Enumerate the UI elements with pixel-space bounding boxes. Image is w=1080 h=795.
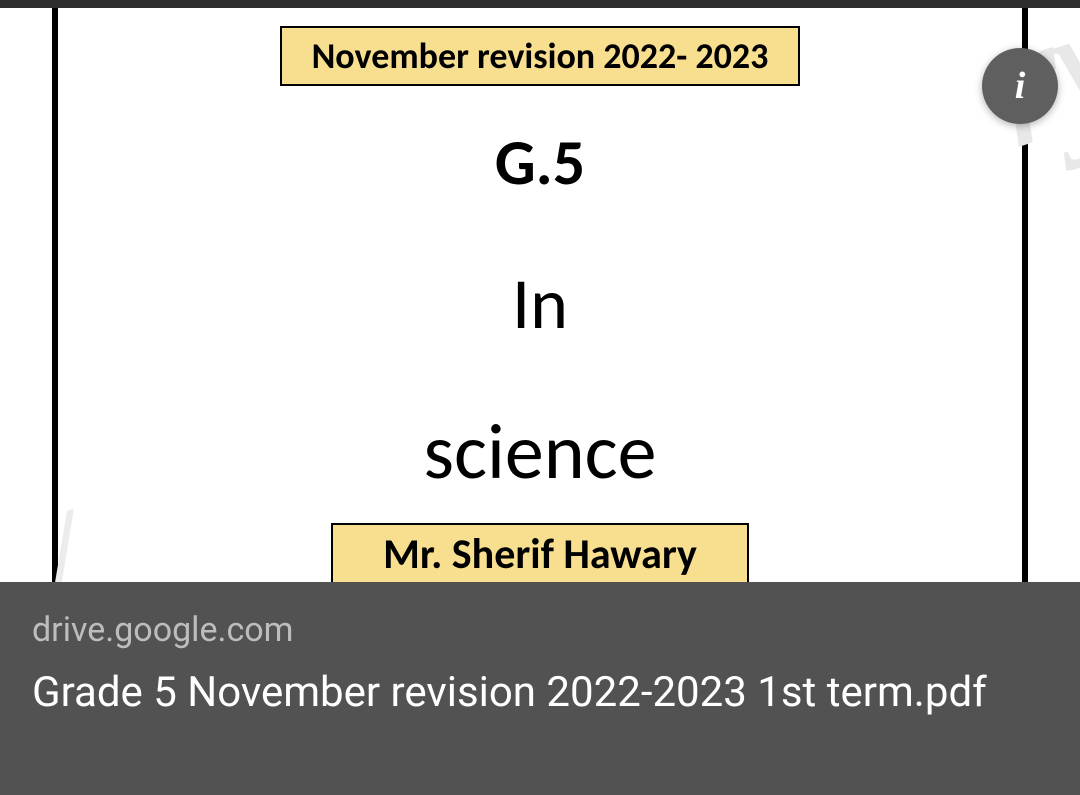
info-button[interactable]: i <box>982 48 1058 124</box>
source-url: drive.google.com <box>32 610 1048 650</box>
title-banner: November revision 2022- 2023 <box>280 26 801 86</box>
info-icon: i <box>1015 64 1026 108</box>
caption-bar: drive.google.com Grade 5 November revisi… <box>0 582 1080 795</box>
subject-text: science <box>424 404 657 499</box>
author-banner: Mr. Sherif Hawary <box>331 523 749 582</box>
in-text: In <box>512 260 568 348</box>
grade-text: G.5 <box>495 124 585 202</box>
document-preview[interactable]: ry / November revision 2022- 2023 G.5 In… <box>0 8 1080 582</box>
top-bar <box>0 0 1080 8</box>
page-content: November revision 2022- 2023 G.5 In scie… <box>58 8 1022 582</box>
file-title[interactable]: Grade 5 November revision 2022-2023 1st … <box>32 666 1048 721</box>
